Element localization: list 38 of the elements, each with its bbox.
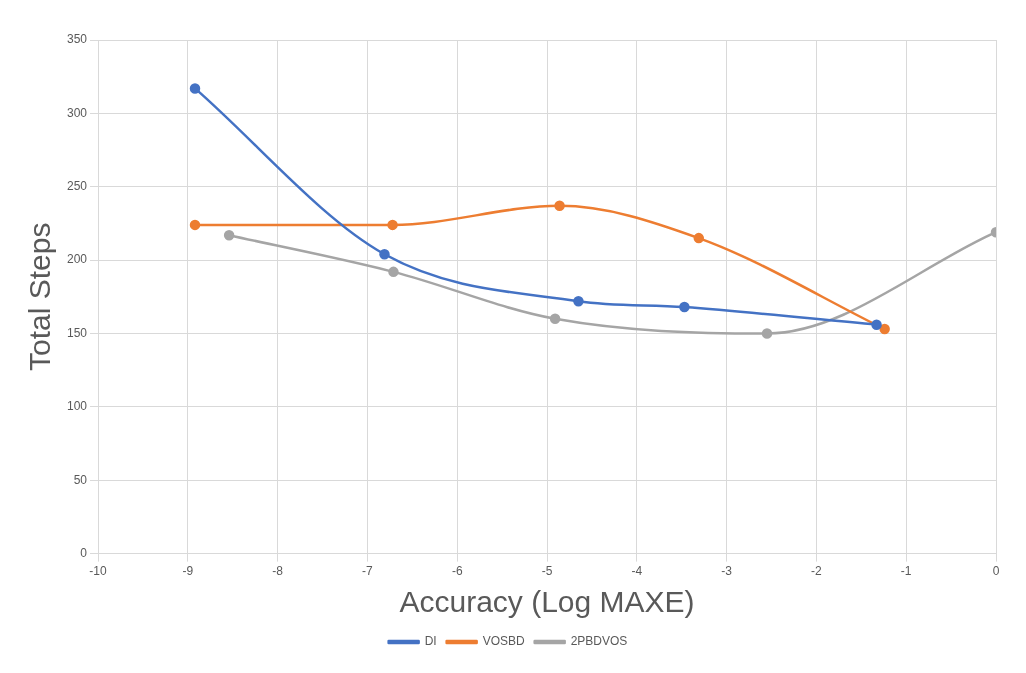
point xyxy=(189,83,201,94)
y-tick-label: 300 xyxy=(66,105,88,120)
point xyxy=(879,323,890,335)
x-tick-label: -2 xyxy=(811,564,823,579)
x-tick-label: -1 xyxy=(900,564,912,579)
point xyxy=(679,301,690,313)
y-tick-label: 200 xyxy=(66,252,88,267)
point xyxy=(573,295,584,307)
x-tick-label: -9 xyxy=(182,564,194,579)
point xyxy=(387,219,398,231)
point xyxy=(189,219,201,231)
point xyxy=(554,200,565,212)
y-tick-label: 250 xyxy=(66,179,88,194)
x-tick-label: -10 xyxy=(89,564,108,579)
legend-label: 2PBDVOS xyxy=(570,634,628,649)
point xyxy=(693,232,705,244)
y-tick-label: 50 xyxy=(73,472,88,487)
point xyxy=(388,266,399,278)
x-tick-label: -5 xyxy=(541,564,553,579)
point xyxy=(379,249,390,260)
x-axis-title: Accuracy (Log MAXE) xyxy=(399,585,695,619)
x-tick-label: -8 xyxy=(272,564,284,579)
x-tick-label: -3 xyxy=(721,564,733,579)
point xyxy=(871,319,882,330)
x-tick-label: 0 xyxy=(992,564,1000,579)
y-tick-label: 100 xyxy=(66,399,88,414)
point xyxy=(223,229,235,241)
y-tick-label: 0 xyxy=(80,545,88,560)
y-tick-label: 150 xyxy=(66,325,88,340)
y-axis-title: Total Steps xyxy=(23,222,57,372)
legend-label: DI xyxy=(424,634,437,649)
x-tick-label: -4 xyxy=(631,564,643,579)
y-tick-label: 350 xyxy=(66,32,88,47)
point xyxy=(549,313,561,325)
x-tick-label: -6 xyxy=(451,564,463,579)
point xyxy=(761,328,773,339)
legend-label: VOSBD xyxy=(482,634,525,649)
x-tick-label: -7 xyxy=(362,564,374,579)
